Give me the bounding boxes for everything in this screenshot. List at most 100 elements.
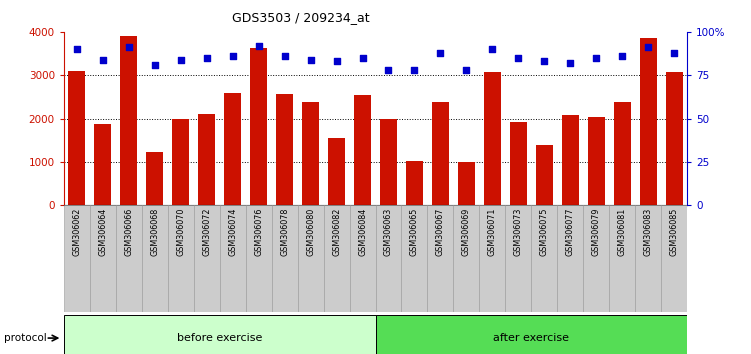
Text: after exercise: after exercise (493, 333, 569, 343)
Text: GDS3503 / 209234_at: GDS3503 / 209234_at (232, 11, 369, 24)
Bar (172, 119, 189, 205)
Bar (505, 205, 532, 312)
Text: GSM306074: GSM306074 (228, 207, 237, 256)
Text: GSM306085: GSM306085 (670, 207, 679, 256)
Bar (354, 95, 371, 205)
Bar (142, 205, 167, 312)
Bar (510, 122, 526, 205)
Bar (609, 205, 635, 312)
Text: GSM306080: GSM306080 (306, 207, 315, 256)
Point (227, 53, 239, 59)
Point (97, 57, 109, 62)
Point (175, 57, 187, 62)
Point (617, 53, 629, 59)
Text: GSM306066: GSM306066 (124, 207, 133, 256)
Bar (198, 114, 215, 205)
Text: GSM306072: GSM306072 (202, 207, 211, 256)
Point (330, 58, 342, 64)
Bar (146, 152, 163, 205)
Text: GSM306081: GSM306081 (618, 207, 627, 256)
Point (409, 67, 421, 73)
Point (668, 50, 680, 56)
Bar (635, 205, 661, 312)
Text: GSM306075: GSM306075 (540, 207, 549, 256)
Text: GSM306079: GSM306079 (592, 207, 601, 256)
Text: GSM306069: GSM306069 (462, 207, 471, 256)
Bar (484, 72, 501, 205)
Bar (225, 93, 241, 205)
Bar (116, 205, 142, 312)
Point (382, 67, 394, 73)
Bar (614, 102, 631, 205)
Point (305, 57, 317, 62)
Bar (376, 205, 402, 312)
Bar (402, 205, 427, 312)
Bar (194, 205, 220, 312)
Bar (458, 162, 475, 205)
Text: GSM306064: GSM306064 (98, 207, 107, 256)
Bar (427, 205, 454, 312)
Text: GSM306076: GSM306076 (254, 207, 263, 256)
Bar (588, 117, 605, 205)
Bar (557, 205, 584, 312)
Point (71, 46, 83, 52)
Point (434, 50, 446, 56)
Bar (665, 72, 683, 205)
Bar (406, 161, 423, 205)
Bar (250, 48, 267, 205)
Text: GSM306065: GSM306065 (410, 207, 419, 256)
Bar (276, 94, 293, 205)
Text: GSM306071: GSM306071 (488, 207, 497, 256)
Bar (454, 205, 479, 312)
Bar (297, 205, 324, 312)
Point (357, 55, 369, 61)
Point (590, 55, 602, 61)
Bar (246, 205, 272, 312)
Bar (328, 138, 345, 205)
Bar (120, 36, 137, 205)
Bar (64, 315, 376, 354)
Text: GSM306082: GSM306082 (332, 207, 341, 256)
Bar (68, 71, 86, 205)
Bar (661, 205, 687, 312)
Text: GSM306078: GSM306078 (280, 207, 289, 256)
Point (252, 43, 264, 48)
Bar (562, 115, 579, 205)
Text: GSM306084: GSM306084 (358, 207, 367, 256)
Point (487, 46, 499, 52)
Text: GSM306083: GSM306083 (644, 207, 653, 256)
Bar (167, 205, 194, 312)
Point (460, 67, 472, 73)
Bar (536, 144, 553, 205)
Bar (95, 124, 111, 205)
Text: GSM306070: GSM306070 (176, 207, 185, 256)
Point (122, 45, 134, 50)
Bar (376, 315, 687, 354)
Bar (584, 205, 609, 312)
Text: GSM306067: GSM306067 (436, 207, 445, 256)
Bar (380, 119, 397, 205)
Text: GSM306063: GSM306063 (384, 207, 393, 256)
Bar (532, 205, 557, 312)
Bar (324, 205, 349, 312)
Bar (302, 102, 319, 205)
Text: GSM306073: GSM306073 (514, 207, 523, 256)
Text: GSM306077: GSM306077 (566, 207, 575, 256)
Bar (349, 205, 376, 312)
Point (201, 55, 213, 61)
Bar (220, 205, 246, 312)
Bar (64, 205, 90, 312)
Point (279, 53, 291, 59)
Text: before exercise: before exercise (177, 333, 262, 343)
Text: protocol: protocol (4, 333, 47, 343)
Bar (432, 102, 449, 205)
Bar (272, 205, 297, 312)
Bar (90, 205, 116, 312)
Point (512, 55, 524, 61)
Point (538, 58, 550, 64)
Point (642, 45, 654, 50)
Text: GSM306068: GSM306068 (150, 207, 159, 256)
Text: GSM306062: GSM306062 (72, 207, 81, 256)
Bar (479, 205, 505, 312)
Bar (640, 38, 656, 205)
